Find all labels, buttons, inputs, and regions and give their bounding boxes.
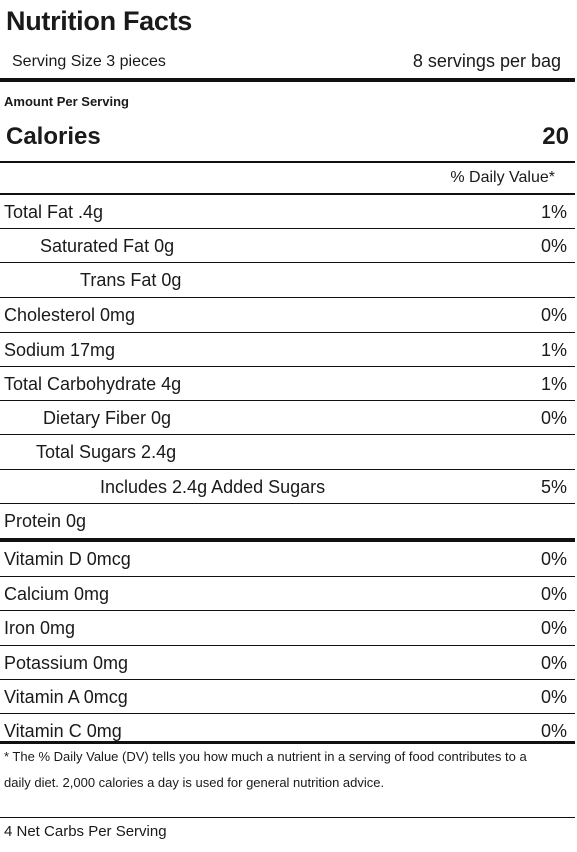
- nutrient-row-dietary-fiber: Dietary Fiber 0g 0%: [0, 401, 575, 435]
- row-divider: [0, 434, 575, 435]
- vitamin-row-d: Vitamin D 0mcg 0%: [0, 542, 575, 576]
- nutrient-label: Total Fat .4g: [4, 202, 104, 222]
- calories-divider: [0, 161, 575, 163]
- row-divider: [0, 400, 575, 401]
- row-divider: [0, 262, 575, 263]
- nutrient-label: Total Sugars 2.4g: [36, 442, 177, 462]
- daily-value-footnote: * The % Daily Value (DV) tells you how m…: [4, 749, 527, 790]
- net-carbs-note: 4 Net Carbs Per Serving: [4, 823, 167, 840]
- dv-divider: [0, 193, 575, 195]
- nutrient-row-trans-fat: Trans Fat 0g: [0, 263, 575, 297]
- daily-value-header: % Daily Value*: [450, 169, 555, 186]
- nutrient-percent: 0%: [540, 236, 567, 256]
- vitamin-label: Potassium 0mg: [4, 653, 129, 673]
- nutrient-row-added-sugars: Includes 2.4g Added Sugars 5%: [0, 470, 575, 504]
- nutrient-label: Dietary Fiber 0g: [43, 408, 172, 428]
- row-divider: [0, 332, 575, 333]
- row-divider: [0, 610, 575, 611]
- calories-value: 20: [542, 123, 569, 150]
- calories-label: Calories: [6, 123, 101, 150]
- amount-per-serving: Amount Per Serving: [4, 94, 129, 109]
- nutrient-percent: 0%: [540, 305, 567, 325]
- vitamin-percent: 0%: [540, 687, 567, 707]
- nutrient-label: Total Carbohydrate 4g: [4, 374, 182, 394]
- vitamin-row-c: Vitamin C 0mg 0%: [0, 714, 575, 748]
- vitamin-percent: 0%: [540, 653, 567, 673]
- nutrient-row-total-fat: Total Fat .4g 1%: [0, 195, 575, 229]
- thick-divider-footnote: [0, 741, 575, 744]
- row-divider: [0, 228, 575, 229]
- vitamin-row-calcium: Calcium 0mg 0%: [0, 577, 575, 611]
- vitamin-label: Vitamin C 0mg: [4, 721, 122, 741]
- nutrient-row-cholesterol: Cholesterol 0mg 0%: [0, 298, 575, 332]
- serving-info: Serving Size 3 pieces 8 servings per bag: [12, 51, 561, 77]
- vitamin-label: Vitamin A 0mcg: [4, 687, 128, 707]
- nutrient-label: Includes 2.4g Added Sugars: [100, 477, 326, 497]
- vitamin-row-a: Vitamin A 0mcg 0%: [0, 680, 575, 714]
- nutrient-percent: 1%: [540, 340, 567, 360]
- nutrient-percent: 1%: [540, 202, 567, 222]
- nutrient-percent: 5%: [540, 477, 567, 497]
- nutrient-label: Trans Fat 0g: [80, 270, 182, 290]
- nutrient-label: Protein 0g: [4, 511, 87, 531]
- footnote-divider: [0, 817, 575, 818]
- row-divider: [0, 576, 575, 577]
- panel-title: Nutrition Facts: [6, 6, 193, 36]
- vitamin-percent: 0%: [540, 618, 567, 638]
- nutrient-label: Saturated Fat 0g: [40, 236, 175, 256]
- vitamin-row-iron: Iron 0mg 0%: [0, 611, 575, 645]
- nutrient-label: Sodium 17mg: [4, 340, 116, 360]
- nutrient-row-protein: Protein 0g: [0, 504, 575, 538]
- vitamin-percent: 0%: [540, 549, 567, 569]
- row-divider: [0, 503, 575, 504]
- nutrient-row-total-sugars: Total Sugars 2.4g: [0, 435, 575, 469]
- thick-divider-top: [0, 78, 575, 82]
- nutrient-row-saturated-fat: Saturated Fat 0g 0%: [0, 229, 575, 263]
- row-divider: [0, 713, 575, 714]
- row-divider: [0, 469, 575, 470]
- vitamin-label: Vitamin D 0mcg: [4, 549, 131, 569]
- serving-size: Serving Size 3 pieces: [12, 53, 166, 70]
- vitamin-label: Iron 0mg: [4, 618, 76, 638]
- thick-divider-vitamins: [0, 538, 575, 542]
- vitamin-percent: 0%: [540, 721, 567, 741]
- row-divider: [0, 297, 575, 298]
- nutrient-label: Cholesterol 0mg: [4, 305, 136, 325]
- nutrient-row-total-carbohydrate: Total Carbohydrate 4g 1%: [0, 367, 575, 401]
- row-divider: [0, 645, 575, 646]
- nutrient-percent: 1%: [540, 374, 567, 394]
- servings-per-container: 8 servings per bag: [412, 51, 561, 71]
- vitamin-row-potassium: Potassium 0mg 0%: [0, 646, 575, 680]
- nutrient-percent: 0%: [540, 408, 567, 428]
- row-divider: [0, 366, 575, 367]
- vitamin-label: Calcium 0mg: [4, 584, 110, 604]
- row-divider: [0, 679, 575, 680]
- vitamin-percent: 0%: [540, 584, 567, 604]
- nutrient-row-sodium: Sodium 17mg 1%: [0, 333, 575, 367]
